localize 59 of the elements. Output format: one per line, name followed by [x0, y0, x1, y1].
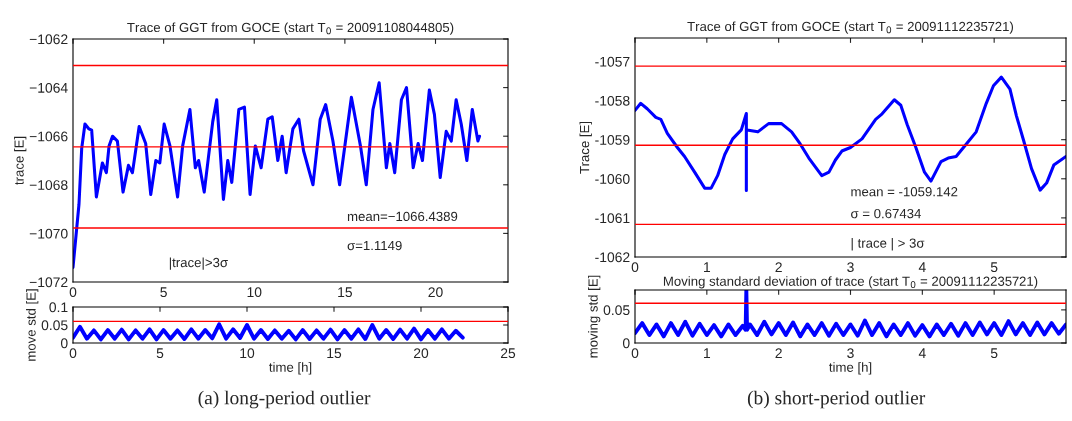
x-tick-label: 4	[918, 262, 926, 272]
y-axis-title: moving std [E]	[588, 275, 601, 358]
annotation: σ=1.1149	[347, 240, 402, 251]
x-tick-label: 1	[704, 262, 711, 272]
x-tick-label: 20	[413, 348, 429, 359]
x-tick-label: 3	[847, 348, 854, 359]
y-tick-label: 0.05	[603, 305, 630, 316]
y-tick-label: −1068	[29, 180, 68, 190]
y-tick-label: −1072	[29, 277, 68, 288]
y-tick-label: -1059	[595, 135, 630, 145]
y-tick-label: −1062	[29, 34, 68, 45]
x-tick-label: 5	[990, 348, 998, 359]
y-tick-label: 0.1	[49, 302, 68, 313]
y-tick-label: -1060	[595, 174, 630, 184]
x-tick-label: 25	[500, 348, 516, 359]
chart-title: Trace of GGT from GOCE (start T$_{0}$ = 20091108044805)	[127, 22, 454, 35]
x-axis-title: time [h]	[269, 362, 312, 375]
x-tick-label: 5	[160, 287, 167, 298]
chart-title: Moving standard deviation of trace (start T$_{0}$ = 20091112235721)	[663, 276, 1038, 289]
x-tick-label: 10	[247, 287, 262, 298]
x-axis-title: time [h]	[829, 362, 872, 375]
x-tick-label: 1	[704, 348, 711, 358]
y-tick-label: −1070	[29, 228, 68, 239]
y-tick-label: −1064	[29, 82, 68, 93]
x-tick-label: 3	[847, 262, 854, 273]
x-tick-label: 5	[990, 262, 998, 273]
x-tick-label: 15	[327, 348, 342, 359]
x-tick-label: 0	[631, 262, 639, 273]
line-series	[73, 322, 465, 342]
y-tick-label: -1058	[595, 95, 630, 106]
text: (a) long-period outlier	[198, 390, 371, 409]
y-axis-title: trace [E]	[14, 136, 27, 185]
x-tick-label: 10	[240, 348, 255, 359]
x-tick-label: 15	[338, 287, 353, 298]
line-series	[73, 81, 482, 269]
annotation: σ = 0.67434	[851, 208, 921, 219]
y-tick-label: 0	[622, 338, 630, 349]
y-tick-label: 0.05	[41, 320, 68, 331]
y-tick-label: −1066	[29, 131, 68, 142]
x-tick-label: 4	[918, 348, 926, 358]
x-tick-label: 5	[156, 348, 164, 359]
text: (b) short-period outlier	[747, 390, 926, 409]
x-tick-label: 20	[428, 287, 443, 298]
x-tick-label: 0	[631, 348, 639, 359]
y-axis-title: move std [E]	[26, 289, 39, 361]
y-tick-label: -1061	[595, 213, 630, 224]
annotation: mean=−1066.4389	[347, 211, 458, 222]
annotation: |trace|>3σ	[169, 257, 228, 270]
x-tick-label: 0	[69, 348, 77, 359]
x-tick-label: 2	[775, 348, 782, 358]
y-tick-label: -1057	[595, 56, 630, 67]
y-axis-title: Trace [E]	[579, 121, 592, 174]
y-tick-label: 0	[60, 338, 68, 349]
y-tick-label: -1062	[595, 252, 630, 263]
annotation: mean = -1059.142	[851, 187, 958, 197]
chart-title: Trace of GGT from GOCE (start T$_{0}$ = 20091112235721)	[687, 21, 1013, 34]
annotation: | trace | > 3σ	[851, 238, 925, 251]
x-tick-label: 0	[69, 287, 77, 298]
x-tick-label: 2	[775, 262, 782, 272]
